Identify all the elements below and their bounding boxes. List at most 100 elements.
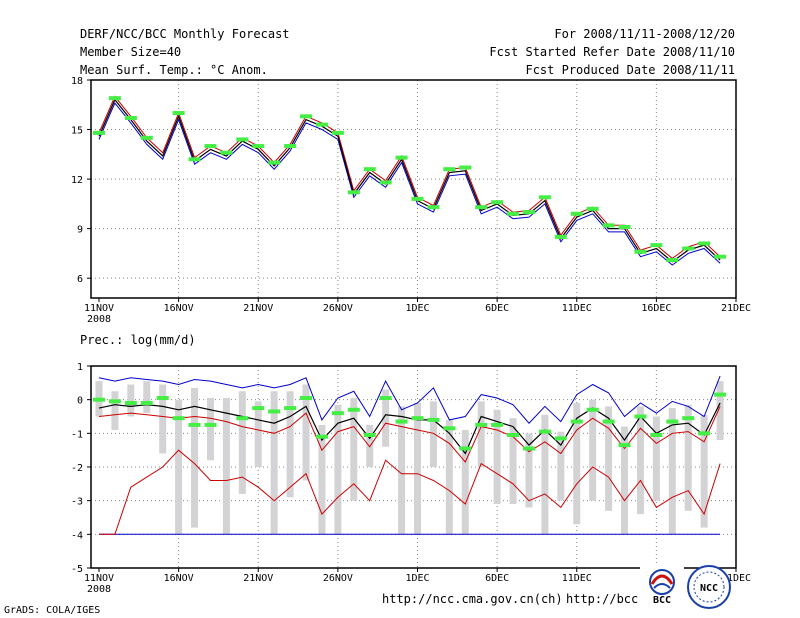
observed-bar xyxy=(220,150,233,155)
observed-bar xyxy=(586,206,599,211)
observed-bar xyxy=(315,434,328,439)
observed-bar xyxy=(570,211,583,216)
series-ensemble-max xyxy=(98,375,721,424)
observed-bar xyxy=(554,436,567,441)
spread-bar xyxy=(111,391,119,430)
spread-bar xyxy=(429,401,437,467)
spread-bar xyxy=(477,401,485,467)
spread-bar xyxy=(605,406,613,511)
observed-bar xyxy=(395,155,408,160)
observed-bar xyxy=(204,144,217,149)
observed-bar xyxy=(300,395,313,400)
observed-bar xyxy=(666,419,679,424)
observed-bar xyxy=(108,96,121,101)
observed-bar xyxy=(411,416,424,421)
precip-y-ticks: -5 -4 -3 -2 -1 0 1 xyxy=(71,362,91,575)
bcc-logo: BCC xyxy=(640,566,684,606)
top-xtick-label: 1DEC xyxy=(405,303,429,314)
observed-bar xyxy=(347,190,360,195)
observed-bar xyxy=(427,205,440,210)
observed-bar xyxy=(538,195,551,200)
spread-bar xyxy=(668,408,676,535)
spread-bar xyxy=(350,397,358,501)
observed-bar xyxy=(491,422,504,427)
top-xtick-label: 16DEC xyxy=(641,303,671,314)
observed-bar xyxy=(634,249,647,254)
top-xtick-label: 11DEC xyxy=(562,303,592,314)
observed-bar xyxy=(379,180,392,185)
series-ensemble-p10 xyxy=(98,406,721,463)
top-xtick-label: 16NOV xyxy=(164,303,194,314)
observed-bar xyxy=(411,196,424,201)
spread-bar xyxy=(318,424,326,535)
bot-xtick-label: 26NOV xyxy=(323,573,353,584)
spread-bar xyxy=(525,433,533,508)
temperature-chart: 6 9 12 15 18 11NOV 16NOV 21NOV 26NOV 1DEC 6DEC 11D… xyxy=(71,76,751,325)
spread-bar xyxy=(206,397,214,461)
top-xtick-label: 21NOV xyxy=(243,303,273,314)
top-xtick-label: 11NOV xyxy=(84,303,114,314)
observed-bar xyxy=(491,200,504,205)
bot-xtick-label: 11DEC xyxy=(562,573,592,584)
observed-bar xyxy=(682,246,695,251)
spread-bar xyxy=(684,404,692,511)
spread-bar xyxy=(652,416,660,501)
bot-ytick-label: 1 xyxy=(77,362,83,373)
observed-bar xyxy=(538,429,551,434)
observed-bar xyxy=(108,399,121,404)
top-ytick-label: 12 xyxy=(71,175,83,186)
ncc-url-link[interactable]: http://ncc.cma.gov.cn(ch) xyxy=(382,592,563,606)
observed-bar xyxy=(507,433,520,438)
member-size-label: Member Size=40 xyxy=(80,45,181,59)
spread-bar xyxy=(700,414,708,528)
spread-bar xyxy=(175,399,183,535)
spread-bar xyxy=(414,403,421,535)
spread-bar xyxy=(382,389,390,447)
spread-bar xyxy=(254,401,262,467)
observed-bar xyxy=(156,395,169,400)
observed-bar xyxy=(714,254,727,259)
top-year-label: 2008 xyxy=(87,314,111,325)
top-ytick-label: 6 xyxy=(77,274,83,285)
spread-bar xyxy=(621,426,629,535)
spread-bar xyxy=(127,384,135,417)
spread-bar xyxy=(461,429,469,535)
observed-bar xyxy=(522,210,535,215)
observed-bar xyxy=(602,419,615,424)
spread-bar xyxy=(159,384,167,454)
series-ensemble-mean xyxy=(98,402,721,455)
bot-ytick-label: 0 xyxy=(77,396,83,407)
observed-bar xyxy=(204,422,217,427)
observed-bar xyxy=(331,130,344,135)
spread-bar xyxy=(334,404,342,535)
series-ensemble-lower xyxy=(98,102,721,266)
top-ytick-label: 15 xyxy=(71,126,83,137)
start-date-label: Fcst Started Refer Date 2008/11/10 xyxy=(489,45,735,59)
observed-bar xyxy=(93,397,105,402)
ncc-logo: NCC xyxy=(687,565,731,609)
spread-bar xyxy=(445,419,453,535)
spread-bar xyxy=(143,381,151,414)
spread-bar xyxy=(191,387,199,528)
precip-marks xyxy=(93,375,727,535)
bcc-url-link[interactable]: http://bcc. xyxy=(566,592,645,606)
observed-bar xyxy=(252,144,265,149)
bot-year-label: 2008 xyxy=(87,584,111,595)
observed-bar xyxy=(268,409,281,414)
bot-xtick-label: 1DEC xyxy=(405,573,429,584)
bot-xtick-label: 16NOV xyxy=(164,573,194,584)
observed-bar xyxy=(554,234,567,239)
spread-bar xyxy=(541,414,549,535)
observed-bar xyxy=(188,157,201,162)
observed-bar xyxy=(363,167,376,172)
spread-bar xyxy=(557,431,565,501)
observed-bar xyxy=(124,401,137,406)
top-ytick-label: 18 xyxy=(71,76,83,87)
temperature-x-ticks: 11NOV 16NOV 21NOV 26NOV 1DEC 6DEC 11DEC 16DEC 21… xyxy=(84,298,751,325)
observed-bar xyxy=(236,137,249,142)
series-ensemble-mean xyxy=(98,98,721,263)
observed-bar xyxy=(602,223,615,228)
observed-bar xyxy=(475,422,488,427)
ncc-logo-text: NCC xyxy=(700,583,718,594)
